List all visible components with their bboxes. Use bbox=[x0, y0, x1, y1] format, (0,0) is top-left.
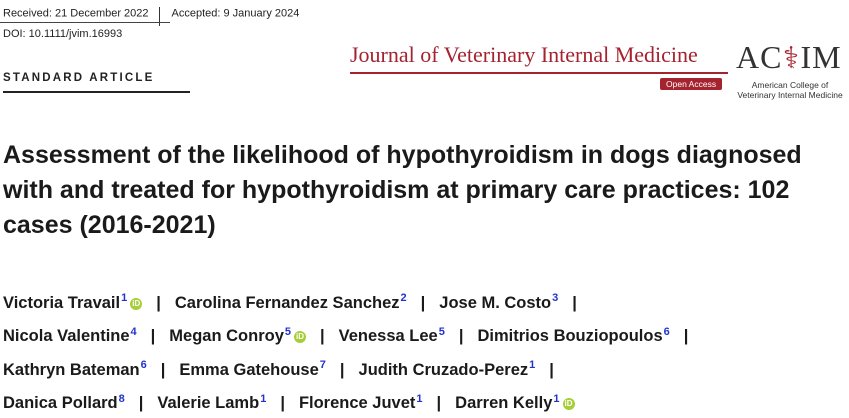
author-separator: | bbox=[549, 360, 554, 379]
author-row: Victoria Travail1 iD | Carolina Fernandez S… bbox=[3, 284, 843, 318]
date-divider bbox=[158, 7, 160, 26]
author-name[interactable]: Florence Juvet1 bbox=[298, 392, 423, 413]
author-name-text: Florence Juvet bbox=[298, 394, 416, 412]
article-title: Assessment of the likelihood of hypothyr… bbox=[3, 141, 802, 239]
author-separator: | bbox=[150, 327, 156, 345]
author-name[interactable]: Danica Pollard8 bbox=[3, 392, 125, 413]
affiliation-marker[interactable]: 4 bbox=[130, 325, 137, 338]
author-name[interactable]: Megan Conroy5 iD bbox=[169, 325, 307, 345]
orcid-icon[interactable]: iD bbox=[294, 331, 307, 343]
author-separator: | bbox=[458, 327, 464, 345]
author-name[interactable]: Venessa Lee5 bbox=[338, 325, 445, 346]
open-access-badge: Open Access bbox=[660, 78, 723, 90]
author-separator: | bbox=[156, 293, 161, 312]
journal-name[interactable]: Journal of Veterinary Internal Medicine bbox=[350, 42, 698, 67]
publication-dates: Received: 21 December 2022 Accepted: 9 Ja… bbox=[3, 4, 300, 26]
author-name[interactable]: Kathryn Bateman6 bbox=[3, 359, 147, 379]
author-name-text: Victoria Travail bbox=[3, 293, 121, 312]
affiliation-marker[interactable]: 8 bbox=[118, 392, 125, 405]
author-name-text: Megan Conroy bbox=[169, 327, 284, 345]
author-separator: | bbox=[420, 293, 426, 312]
author-row: Nicola Valentine4 | Megan Conroy5 iD | Veness… bbox=[3, 318, 843, 352]
author-separator: | bbox=[572, 293, 577, 312]
author-name-text: Nicola Valentine bbox=[3, 327, 130, 345]
author-list: Victoria Travail1 iD | Carolina Fernandez S… bbox=[3, 284, 843, 418]
accepted-date: Accepted: 9 January 2024 bbox=[171, 7, 300, 20]
affiliation-marker[interactable]: 6 bbox=[140, 359, 147, 371]
author-name-text: Darren Kelly bbox=[455, 394, 553, 412]
author-name[interactable]: Dimitrios Bouziopoulos6 bbox=[477, 325, 670, 346]
affiliation-marker[interactable]: 5 bbox=[284, 325, 292, 338]
affiliation-marker[interactable]: 6 bbox=[663, 325, 670, 338]
author-separator: | bbox=[160, 360, 166, 379]
author-separator: | bbox=[280, 394, 285, 412]
affiliation-marker[interactable]: 1 bbox=[260, 392, 267, 405]
affiliation-marker[interactable]: 3 bbox=[552, 292, 559, 304]
acvim-logo-subtitle: American College of Veterinary Internal … bbox=[736, 80, 844, 100]
author-separator: | bbox=[320, 327, 325, 345]
author-name-text: Jose M. Costo bbox=[439, 293, 552, 312]
author-name-text: Valerie Lamb bbox=[157, 394, 260, 412]
affiliation-marker[interactable]: 1 bbox=[416, 392, 423, 405]
affiliation-marker[interactable]: 2 bbox=[400, 292, 407, 304]
author-row: Danica Pollard8 | Valerie Lamb1 | Florence J… bbox=[3, 385, 843, 418]
orcid-icon[interactable]: iD bbox=[562, 398, 575, 410]
affiliation-marker[interactable]: 5 bbox=[438, 325, 445, 338]
logo-letters-ac: AC bbox=[736, 39, 783, 75]
author-name[interactable]: Valerie Lamb1 bbox=[157, 392, 267, 413]
author-name-text: Danica Pollard bbox=[3, 394, 118, 412]
author-name-text: Venessa Lee bbox=[338, 327, 438, 345]
affiliation-marker[interactable]: 1 bbox=[529, 359, 536, 371]
author-name[interactable]: Jose M. Costo3 bbox=[439, 292, 559, 312]
logo-subtitle-line-1: American College of bbox=[751, 80, 829, 90]
doi[interactable]: DOI: 10.1111/jvim.16993 bbox=[3, 28, 123, 40]
article-type: STANDARD ARTICLE bbox=[3, 72, 155, 84]
orcid-icon[interactable]: iD bbox=[130, 297, 143, 310]
logo-letters-im: IM bbox=[800, 39, 842, 75]
author-separator: | bbox=[339, 360, 345, 379]
author-name[interactable]: Darren Kelly1 iD bbox=[455, 392, 575, 412]
affiliation-marker[interactable]: 1 bbox=[553, 392, 560, 405]
journal-rule bbox=[350, 72, 728, 74]
author-separator: | bbox=[138, 394, 144, 412]
logo-subtitle-line-2: Veterinary Internal Medicine bbox=[737, 90, 843, 100]
author-name-text: Carolina Fernandez Sanchez bbox=[174, 293, 400, 312]
author-row: Kathryn Bateman6 | Emma Gatehouse7 | Judith … bbox=[3, 351, 843, 385]
author-name[interactable]: Carolina Fernandez Sanchez2 bbox=[174, 292, 407, 312]
author-separator: | bbox=[683, 327, 689, 345]
author-name-text: Judith Cruzado-Perez bbox=[358, 360, 529, 379]
acvim-logo: AC⚕IM American College of Veterinary Int… bbox=[736, 40, 846, 110]
affiliation-marker[interactable]: 1 bbox=[121, 292, 128, 304]
received-date: Received: 21 December 2022 bbox=[3, 7, 149, 20]
acvim-logo-mark: AC⚕IM bbox=[736, 40, 846, 76]
author-name[interactable]: Victoria Travail1 iD bbox=[3, 292, 143, 312]
author-name-text: Kathryn Bateman bbox=[3, 360, 140, 379]
author-name[interactable]: Nicola Valentine4 bbox=[3, 325, 137, 346]
author-name[interactable]: Emma Gatehouse7 bbox=[179, 359, 326, 379]
author-name[interactable]: Judith Cruzado-Perez1 bbox=[358, 359, 536, 379]
author-name-text: Emma Gatehouse bbox=[179, 360, 319, 379]
article-type-rule bbox=[3, 91, 190, 93]
header-rule bbox=[0, 22, 170, 23]
author-separator: | bbox=[436, 394, 442, 412]
caduceus-icon: ⚕ bbox=[782, 42, 801, 75]
affiliation-marker[interactable]: 7 bbox=[319, 359, 326, 371]
author-name-text: Dimitrios Bouziopoulos bbox=[477, 327, 663, 345]
